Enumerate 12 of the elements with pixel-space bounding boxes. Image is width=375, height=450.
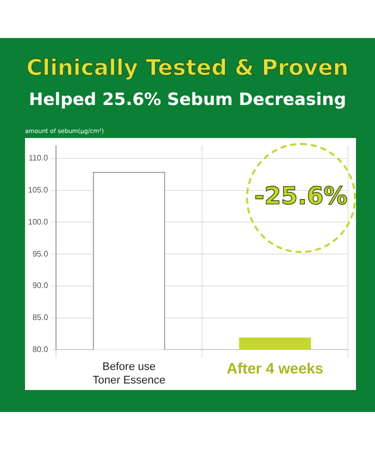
x-tick-label: Before use Toner Essence <box>92 361 166 386</box>
y-tick-label: 105.0 <box>28 186 49 195</box>
x-tick-label: After 4 weeks <box>226 360 324 378</box>
y-tick-label: 95.0 <box>32 249 49 258</box>
y-tick-label: 90.0 <box>32 281 49 290</box>
y-tick-label: 80.0 <box>32 344 49 354</box>
chart-title: Clinically Tested & Proven <box>25 56 350 81</box>
chart-subtitle: Helped 25.6% Sebum Decreasing <box>28 90 348 110</box>
annotation: -25.6% <box>253 182 349 210</box>
y-tick-label: 85.0 <box>32 312 49 322</box>
y-tick-label: 110.0 <box>28 154 49 163</box>
y-tick-label: 100.0 <box>28 217 49 226</box>
